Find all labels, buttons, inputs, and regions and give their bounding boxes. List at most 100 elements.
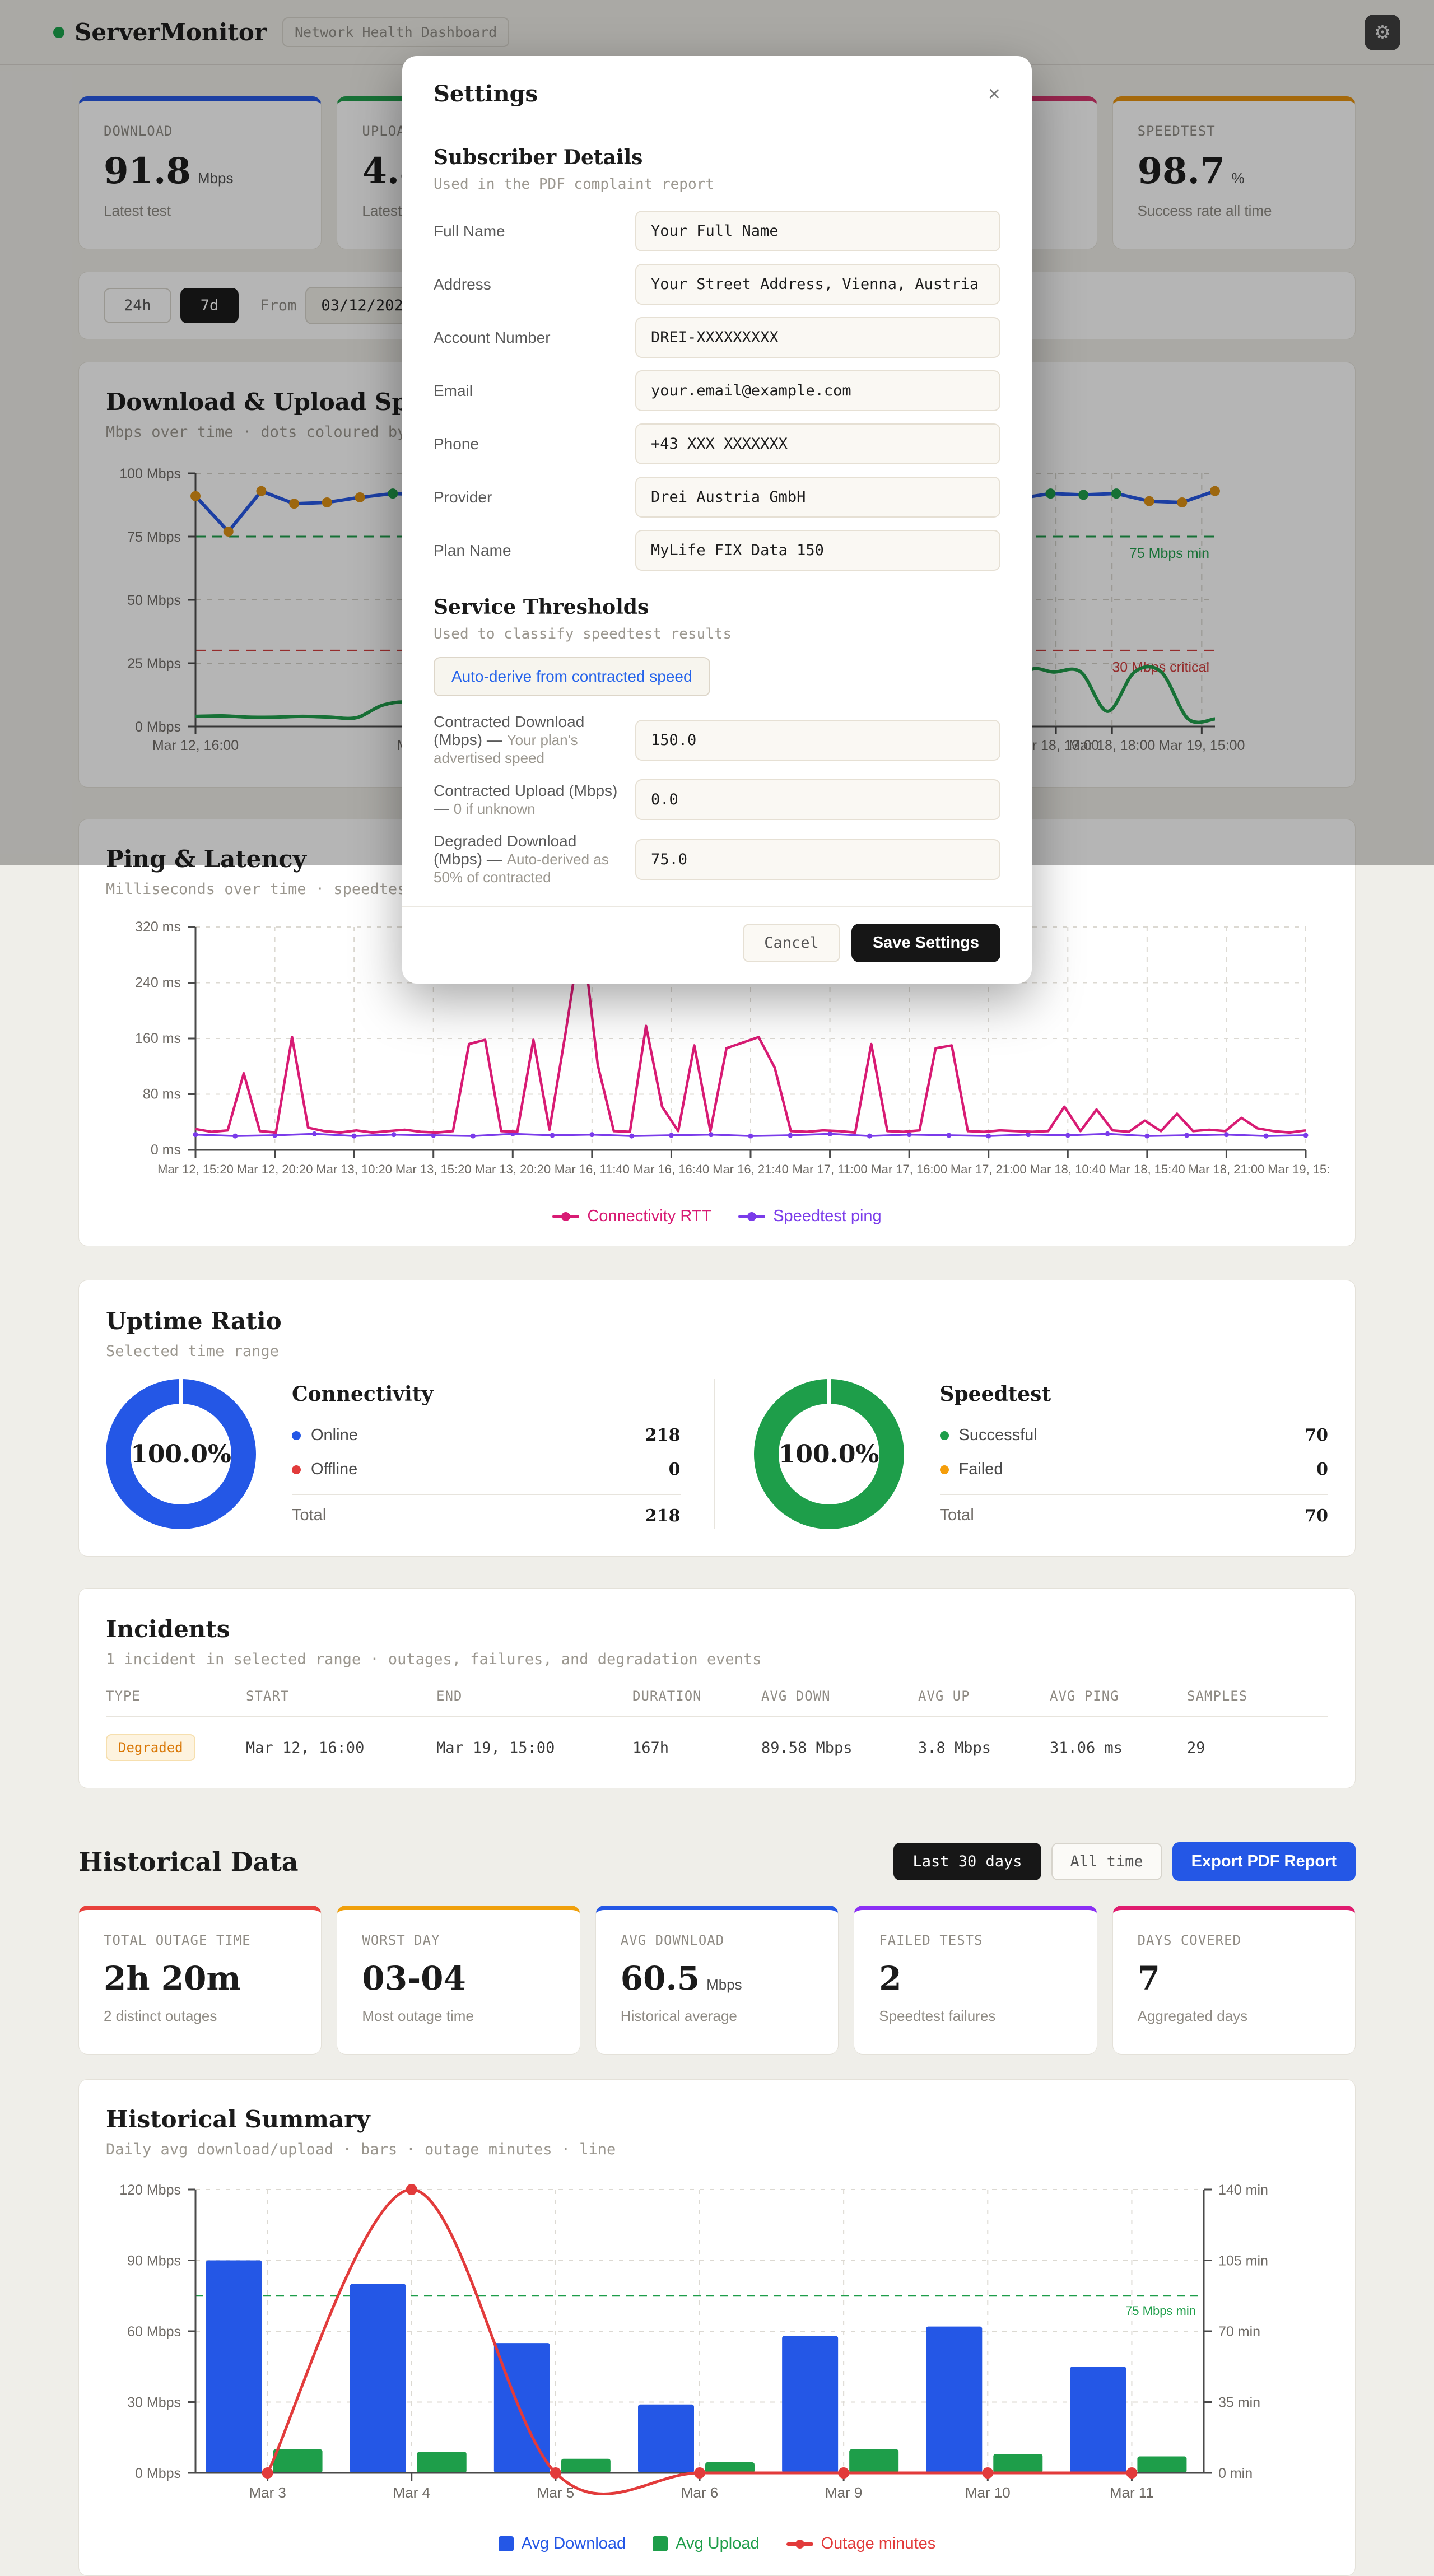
range-7d-button[interactable]: 7d bbox=[180, 288, 239, 323]
col-type: TYPE bbox=[106, 1688, 141, 1704]
svg-text:Mar 12, 20:20: Mar 12, 20:20 bbox=[237, 1162, 313, 1176]
svg-text:Mar 3: Mar 3 bbox=[249, 2484, 286, 2501]
connectivity-donut-chart: 100.0% bbox=[106, 1379, 256, 1529]
uptime-card: Uptime Ratio Selected time range 100.0% … bbox=[78, 1280, 1356, 1557]
line-dot-icon bbox=[738, 1214, 766, 1218]
address-input[interactable] bbox=[635, 264, 1000, 305]
field-provider: Provider bbox=[434, 477, 1000, 518]
export-pdf-button[interactable]: Export PDF Report bbox=[1172, 1842, 1356, 1881]
cell-end: Mar 19, 15:00 bbox=[436, 1739, 555, 1757]
svg-text:Mar 17, 11:00: Mar 17, 11:00 bbox=[793, 1162, 868, 1176]
successful-dot-icon bbox=[939, 1431, 949, 1440]
stat-unit: Mbps bbox=[197, 170, 234, 187]
svg-text:Mar 19, 15:00: Mar 19, 15:00 bbox=[1268, 1162, 1329, 1176]
svg-text:Mar 17, 16:00: Mar 17, 16:00 bbox=[871, 1162, 947, 1176]
phone-input[interactable] bbox=[635, 423, 1000, 464]
svg-text:320 ms: 320 ms bbox=[135, 919, 181, 935]
total-label: Total bbox=[292, 1506, 327, 1524]
incidents-table-header: TYPE START END DURATION AVG DOWN AVG UP … bbox=[106, 1688, 1328, 1717]
donut-percent: 100.0% bbox=[778, 1440, 879, 1469]
account-number-input[interactable] bbox=[635, 317, 1000, 358]
degraded-badge: Degraded bbox=[106, 1734, 195, 1761]
field-label: Email bbox=[434, 381, 473, 399]
divider bbox=[939, 1494, 1328, 1495]
svg-text:Mar 13, 15:20: Mar 13, 15:20 bbox=[395, 1162, 472, 1176]
last-30-days-button[interactable]: Last 30 days bbox=[893, 1843, 1041, 1880]
field-label: Plan Name bbox=[434, 541, 511, 559]
field-note: 0 if unknown bbox=[453, 800, 536, 817]
svg-text:Mar 5: Mar 5 bbox=[537, 2484, 574, 2501]
legend-avg-download: Avg Download bbox=[498, 2535, 626, 2553]
subscriber-heading: Subscriber Details bbox=[434, 146, 643, 169]
legend-label: Avg Download bbox=[521, 2535, 626, 2552]
row-value: 70 bbox=[1305, 1426, 1328, 1445]
uptime-section-heading: Connectivity bbox=[292, 1382, 434, 1406]
legend-avg-upload: Avg Upload bbox=[653, 2535, 760, 2553]
range-24h-button[interactable]: 24h bbox=[104, 288, 171, 323]
svg-text:Mar 16, 16:40: Mar 16, 16:40 bbox=[634, 1162, 710, 1176]
incidents-subtitle: 1 incident in selected range · outages, … bbox=[106, 1651, 762, 1668]
field-full-name: Full Name bbox=[434, 211, 1000, 251]
cancel-button[interactable]: Cancel bbox=[743, 924, 840, 962]
stat-sub: Latest test bbox=[104, 202, 171, 219]
svg-text:Mar 18, 18:00: Mar 18, 18:00 bbox=[1069, 738, 1155, 753]
cell-avg-ping: 31.06 ms bbox=[1050, 1739, 1123, 1757]
total-value: 70 bbox=[1305, 1506, 1328, 1526]
stat-value: 91.8 bbox=[104, 150, 191, 192]
stat-card-download: DOWNLOAD 91.8 Mbps Latest test bbox=[78, 96, 322, 249]
svg-text:0 Mbps: 0 Mbps bbox=[135, 719, 181, 735]
svg-text:105 min: 105 min bbox=[1218, 2253, 1268, 2269]
field-label: Account Number bbox=[434, 328, 551, 346]
auto-derive-button[interactable]: Auto-derive from contracted speed bbox=[434, 657, 710, 696]
total-value: 218 bbox=[645, 1506, 681, 1526]
svg-text:50 Mbps: 50 Mbps bbox=[127, 593, 181, 608]
online-dot-icon bbox=[292, 1431, 301, 1440]
stat-label: FAILED TESTS bbox=[879, 1932, 983, 1948]
hist-card-avg-download: AVG DOWNLOAD 60.5 Mbps Historical average bbox=[595, 1906, 839, 2055]
svg-text:100 Mbps: 100 Mbps bbox=[119, 466, 181, 482]
col-end: END bbox=[436, 1688, 463, 1704]
all-time-button[interactable]: All time bbox=[1051, 1843, 1162, 1880]
svg-text:80 ms: 80 ms bbox=[143, 1087, 181, 1102]
settings-button[interactable]: ⚙ bbox=[1365, 14, 1400, 50]
svg-text:0 min: 0 min bbox=[1218, 2466, 1253, 2481]
svg-text:140 min: 140 min bbox=[1218, 2182, 1268, 2198]
full-name-input[interactable] bbox=[635, 211, 1000, 251]
hist-card-outage-time: TOTAL OUTAGE TIME 2h 20m 2 distinct outa… bbox=[78, 1906, 322, 2055]
summary-title: Historical Summary bbox=[106, 2105, 370, 2133]
line-dot-icon bbox=[552, 1214, 580, 1218]
field-label: Full Name bbox=[434, 222, 505, 240]
contracted-download-input[interactable] bbox=[635, 719, 1000, 761]
hist-card-worst-day: WORST DAY 03-04 Most outage time bbox=[337, 1906, 580, 2055]
ping-chart: 320 ms 240 ms 160 ms 80 ms 0 ms Mar 12, 15:20… bbox=[135, 919, 1329, 1176]
legend-speedtest-ping: Speedtest ping bbox=[738, 1207, 882, 1226]
col-avg-down: AVG DOWN bbox=[761, 1688, 831, 1704]
degraded-download-input[interactable] bbox=[635, 839, 1000, 880]
cell-duration: 167h bbox=[632, 1739, 669, 1757]
plan-name-input[interactable] bbox=[635, 530, 1000, 571]
svg-text:Mar 16, 21:40: Mar 16, 21:40 bbox=[713, 1162, 789, 1176]
close-icon[interactable]: × bbox=[988, 82, 1000, 106]
cell-samples: 29 bbox=[1187, 1739, 1205, 1757]
historical-header: Historical Data Last 30 days All time Ex… bbox=[78, 1842, 1356, 1881]
provider-input[interactable] bbox=[635, 477, 1000, 518]
save-settings-button[interactable]: Save Settings bbox=[851, 924, 1000, 962]
field-plan-name: Plan Name bbox=[434, 530, 1000, 571]
failed-dot-icon bbox=[939, 1465, 949, 1474]
cell-avg-up: 3.8 Mbps bbox=[918, 1739, 991, 1757]
uptime-row-offline: Offline 0 bbox=[292, 1452, 681, 1487]
field-label: Degraded Download (Mbps) — bbox=[434, 832, 577, 868]
field-contracted-download: Contracted Download (Mbps) — Your plan's… bbox=[434, 713, 1000, 767]
svg-text:120 Mbps: 120 Mbps bbox=[119, 2182, 181, 2198]
field-phone: Phone bbox=[434, 423, 1000, 464]
col-start: START bbox=[246, 1688, 290, 1704]
dashboard-badge: Network Health Dashboard bbox=[282, 17, 510, 47]
uptime-row-online: Online 218 bbox=[292, 1418, 681, 1452]
email-input[interactable] bbox=[635, 370, 1000, 411]
app-header: ServerMonitor Network Health Dashboard ⚙ bbox=[0, 0, 1434, 65]
incidents-card: Incidents 1 incident in selected range ·… bbox=[78, 1588, 1356, 1788]
contracted-upload-input[interactable] bbox=[635, 779, 1000, 820]
col-avg-up: AVG UP bbox=[918, 1688, 970, 1704]
legend-connectivity-rtt: Connectivity RTT bbox=[552, 1207, 711, 1226]
gear-icon: ⚙ bbox=[1374, 21, 1391, 43]
